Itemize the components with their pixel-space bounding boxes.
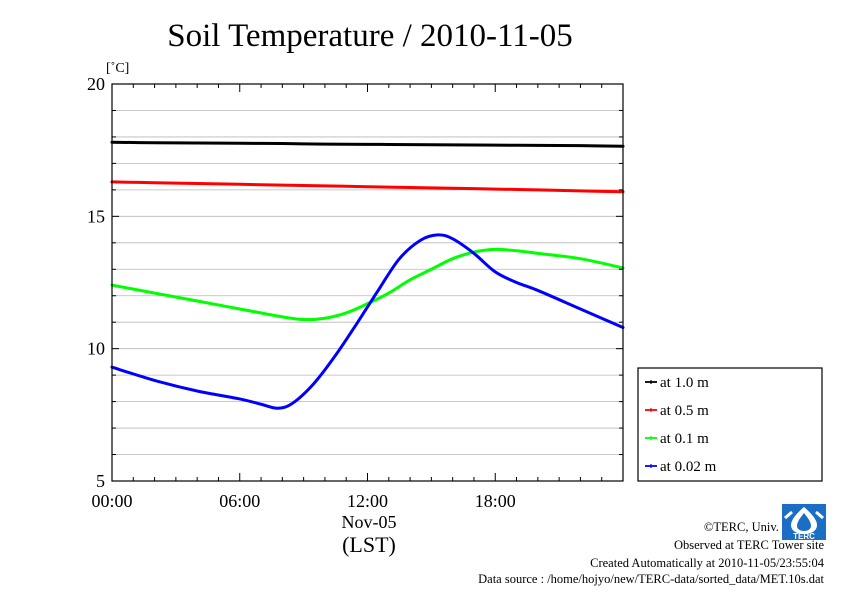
legend-label: at 0.5 m — [660, 403, 709, 419]
legend-label: at 0.1 m — [660, 431, 709, 447]
legend-label: at 0.02 m — [660, 459, 717, 475]
y-tick-label: 5 — [96, 471, 105, 491]
legend-box — [637, 367, 823, 482]
x-tick-label: 12:00 — [347, 491, 388, 511]
x-axis-label: (LST) — [342, 532, 396, 557]
x-tick-label: 06:00 — [219, 491, 260, 511]
y-tick-label: 20 — [87, 74, 105, 94]
legend: at 1.0 m at 0.5 m at 0.1 m at 0.02 m — [637, 367, 823, 482]
y-tick-label: 10 — [87, 339, 105, 359]
legend-label: at 1.0 m — [660, 375, 709, 391]
x-tick-label: 18:00 — [475, 491, 516, 511]
series-line-2 — [110, 247, 625, 322]
series-line-0 — [110, 140, 625, 148]
x-axis-date-label: Nov-05 — [342, 512, 397, 532]
series-lines — [110, 140, 625, 410]
observed-site-text: Observed at TERC Tower site — [673, 538, 824, 552]
created-timestamp-text: Created Automatically at 2010-11-05/23:5… — [590, 556, 824, 570]
y-tick-label: 15 — [87, 206, 105, 226]
chart-title: Soil Temperature / 2010-11-05 — [167, 18, 573, 54]
y-axis-unit: [˚C] — [106, 61, 129, 76]
x-axis-ticks: 00:00 06:00 12:00 18:00 — [91, 84, 624, 511]
y-axis-ticks: 5 10 15 20 — [87, 74, 623, 491]
x-tick-label: 00:00 — [91, 491, 132, 511]
logo-lettering: TERC — [793, 532, 815, 540]
terc-logo: TERC — [782, 504, 826, 540]
data-source-text: Data source : /home/hojyo/new/TERC-data/… — [478, 572, 824, 586]
series-line-1 — [110, 180, 625, 194]
grid-lines — [112, 110, 623, 455]
series-line-3 — [110, 233, 625, 410]
